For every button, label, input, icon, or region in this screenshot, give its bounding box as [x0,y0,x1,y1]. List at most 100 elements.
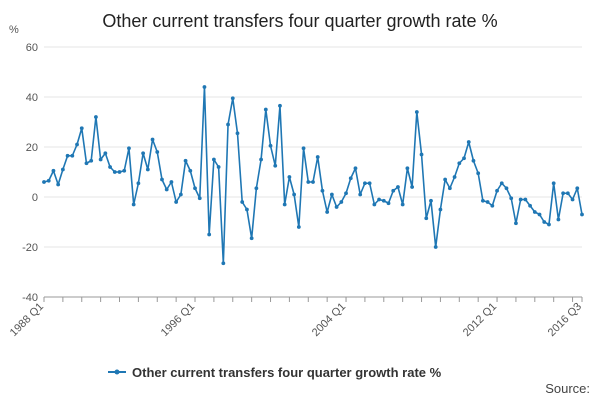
data-point[interactable] [433,245,438,249]
data-point[interactable] [377,197,381,202]
data-point[interactable] [94,115,98,119]
data-point[interactable] [46,178,51,183]
data-point[interactable] [580,212,584,217]
data-point[interactable] [136,181,141,186]
data-point[interactable] [315,155,320,159]
data-point[interactable] [155,150,160,154]
data-point[interactable] [542,220,547,224]
data-point[interactable] [410,185,415,189]
data-point[interactable] [230,96,235,101]
data-point[interactable] [424,216,429,221]
data-point[interactable] [226,122,230,127]
data-point[interactable] [150,137,155,142]
data-point[interactable] [358,192,363,197]
data-point[interactable] [504,186,509,191]
data-point[interactable] [164,187,169,192]
data-point[interactable] [141,151,146,156]
data-point[interactable] [70,153,75,158]
data-point[interactable] [311,180,315,184]
data-point[interactable] [363,181,367,186]
data-point[interactable] [499,181,504,186]
data-point[interactable] [249,236,254,241]
data-point[interactable] [452,175,457,179]
data-point[interactable] [60,167,65,172]
data-point[interactable] [278,103,282,108]
data-point[interactable] [485,200,490,204]
data-point[interactable] [301,146,306,151]
data-point[interactable] [329,192,334,197]
data-point[interactable] [537,212,542,217]
data-point[interactable] [273,163,278,168]
data-point[interactable] [108,165,112,169]
data-point[interactable] [117,170,122,174]
data-point[interactable] [178,192,183,197]
data-point[interactable] [89,158,94,163]
data-point[interactable] [396,185,400,189]
data-point[interactable] [575,186,580,191]
data-point[interactable] [419,152,424,157]
data-point[interactable] [509,196,514,201]
data-point[interactable] [414,110,419,114]
data-point[interactable] [202,85,207,89]
data-point[interactable] [103,151,108,156]
data-point[interactable] [122,168,127,173]
data-point[interactable] [320,188,325,193]
data-point[interactable] [75,142,79,147]
data-point[interactable] [570,197,575,202]
data-point[interactable] [79,126,84,131]
data-point[interactable] [183,158,188,163]
data-point[interactable] [306,180,311,184]
source-label[interactable]: Source: [545,381,590,396]
data-point[interactable] [207,232,212,237]
data-point[interactable] [84,161,89,166]
data-point[interactable] [160,177,164,182]
data-point[interactable] [216,165,221,169]
data-point[interactable] [211,157,216,162]
data-point[interactable] [325,210,330,214]
data-point[interactable] [245,207,249,212]
data-point[interactable] [471,158,476,163]
data-point[interactable] [193,186,197,191]
data-point[interactable] [188,168,193,173]
data-point[interactable] [254,186,259,191]
data-point[interactable] [457,161,462,166]
legend[interactable]: Other current transfers four quarter gro… [108,365,442,380]
data-point[interactable] [443,177,448,182]
data-point[interactable] [447,186,452,191]
data-point[interactable] [532,210,537,214]
data-point[interactable] [98,157,103,162]
data-point[interactable] [263,107,268,112]
data-point[interactable] [429,198,433,203]
data-point[interactable] [561,191,566,196]
data-point[interactable] [400,202,405,207]
data-point[interactable] [344,191,348,196]
data-point[interactable] [42,180,46,184]
data-point[interactable] [174,200,179,204]
data-point[interactable] [462,156,466,161]
data-point[interactable] [169,180,174,184]
data-point[interactable] [348,176,353,181]
data-point[interactable] [514,221,518,226]
data-point[interactable] [334,205,339,209]
data-point[interactable] [259,157,263,162]
data-point[interactable] [197,196,202,201]
data-point[interactable] [292,192,297,197]
data-point[interactable] [353,166,358,171]
data-point[interactable] [476,171,481,176]
data-point[interactable] [381,198,386,203]
data-point[interactable] [386,201,391,206]
data-point[interactable] [235,131,240,136]
data-point[interactable] [221,261,226,266]
data-point[interactable] [131,202,136,207]
data-point[interactable] [565,191,570,196]
data-point[interactable] [523,197,528,202]
data-point[interactable] [528,203,532,208]
data-point[interactable] [495,188,499,193]
data-point[interactable] [51,168,56,173]
data-point[interactable] [282,202,287,207]
data-point[interactable] [65,153,70,158]
data-point[interactable] [339,200,344,204]
data-point[interactable] [287,175,292,179]
data-point[interactable] [127,146,131,151]
data-point[interactable] [56,182,61,187]
